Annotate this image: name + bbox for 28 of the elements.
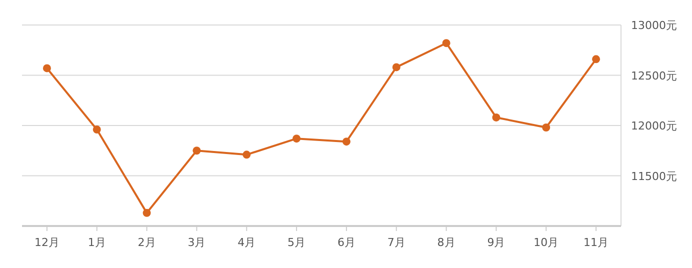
y-tick-label: 12000元 <box>631 120 677 132</box>
x-tick-label: 9月 <box>487 236 506 249</box>
point <box>142 208 151 217</box>
x-tick-label: 8月 <box>437 236 456 249</box>
y-tick-label: 12500元 <box>631 69 677 82</box>
point <box>592 55 600 64</box>
x-tick-label: 12月 <box>34 236 60 249</box>
point <box>442 39 450 48</box>
point <box>42 64 51 72</box>
point <box>192 146 201 155</box>
point <box>492 113 500 122</box>
x-tick-label: 1月 <box>88 236 106 249</box>
y-tick-label: 11500元 <box>631 170 677 183</box>
point <box>342 138 350 146</box>
x-tick-label: 10月 <box>534 236 559 249</box>
point <box>292 134 301 143</box>
x-tick-label: 2月 <box>138 236 156 249</box>
x-tick-label: 7月 <box>387 236 406 249</box>
point <box>542 124 550 132</box>
point <box>242 150 251 159</box>
point <box>392 63 400 72</box>
point <box>92 126 101 134</box>
y-tick-label: 13000元 <box>631 19 677 32</box>
x-tick-label: 4月 <box>238 236 256 249</box>
x-tick-label: 6月 <box>337 236 356 249</box>
x-tick-label: 5月 <box>288 236 306 249</box>
x-tick-label: 3月 <box>188 236 206 249</box>
x-tick-label: 11月 <box>584 236 609 249</box>
